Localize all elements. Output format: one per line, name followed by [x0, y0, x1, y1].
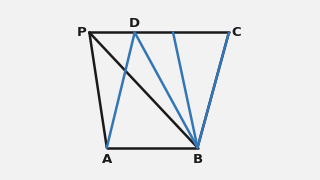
Text: D: D — [129, 17, 140, 30]
Text: B: B — [192, 153, 203, 166]
Text: P: P — [76, 26, 86, 39]
Text: C: C — [231, 26, 241, 39]
Text: A: A — [102, 153, 112, 166]
